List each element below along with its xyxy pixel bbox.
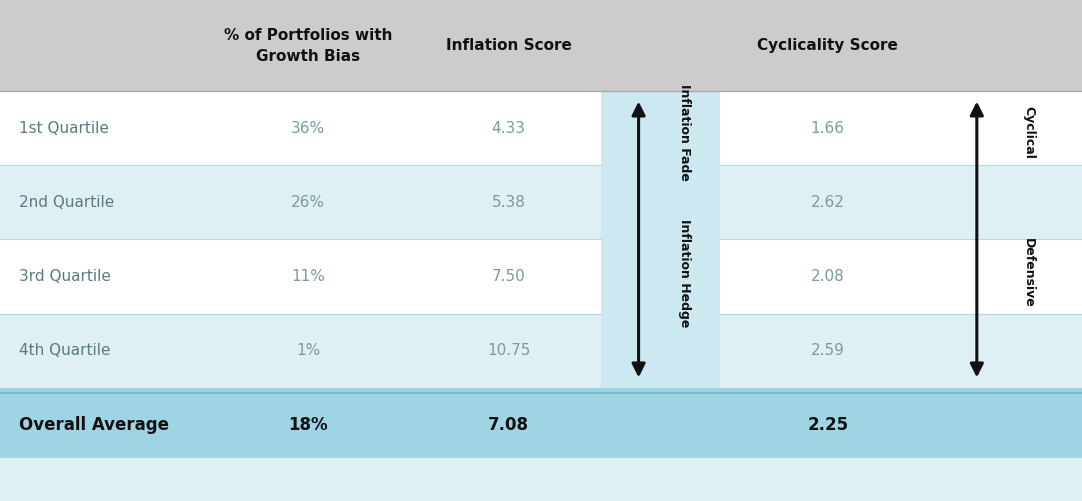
Bar <box>0 388 1082 458</box>
Text: 2.62: 2.62 <box>810 195 845 210</box>
Bar <box>720 239 936 314</box>
Text: 10.75: 10.75 <box>487 343 530 358</box>
Bar <box>936 239 1082 314</box>
Bar <box>936 91 1082 165</box>
Text: 7.50: 7.50 <box>491 269 526 284</box>
Text: 1st Quartile: 1st Quartile <box>19 121 109 136</box>
Text: Inflation Score: Inflation Score <box>446 38 571 53</box>
Bar <box>0 0 1082 91</box>
Bar <box>601 165 720 239</box>
Text: % of Portfolios with
Growth Bias: % of Portfolios with Growth Bias <box>224 28 393 64</box>
Text: 1.66: 1.66 <box>810 121 845 136</box>
Text: 4.33: 4.33 <box>491 121 526 136</box>
Text: 7.08: 7.08 <box>488 416 529 434</box>
Bar <box>601 314 720 388</box>
Text: 18%: 18% <box>289 416 328 434</box>
Bar <box>936 314 1082 388</box>
Text: 2.08: 2.08 <box>810 269 845 284</box>
Bar <box>0 314 601 388</box>
Bar <box>601 239 720 314</box>
Text: 3rd Quartile: 3rd Quartile <box>19 269 111 284</box>
Bar <box>0 239 601 314</box>
Text: Defensive: Defensive <box>1022 238 1035 308</box>
Bar <box>0 91 601 165</box>
Text: Inflation Fade: Inflation Fade <box>677 84 690 180</box>
Text: Overall Average: Overall Average <box>19 416 170 434</box>
Text: 1%: 1% <box>296 343 320 358</box>
Text: 26%: 26% <box>291 195 326 210</box>
Text: Cyclical: Cyclical <box>1022 106 1035 158</box>
Bar <box>720 165 936 239</box>
Text: 36%: 36% <box>291 121 326 136</box>
Text: 2nd Quartile: 2nd Quartile <box>19 195 115 210</box>
Bar <box>720 91 936 165</box>
Bar <box>720 314 936 388</box>
Text: 2.25: 2.25 <box>807 416 848 434</box>
Text: 11%: 11% <box>291 269 326 284</box>
Text: Inflation Hedge: Inflation Hedge <box>677 218 690 327</box>
Bar <box>601 91 720 165</box>
Text: 4th Quartile: 4th Quartile <box>19 343 111 358</box>
Text: 2.59: 2.59 <box>810 343 845 358</box>
Bar <box>936 165 1082 239</box>
Text: 5.38: 5.38 <box>491 195 526 210</box>
Bar <box>0 165 601 239</box>
Text: Cyclicality Score: Cyclicality Score <box>757 38 898 53</box>
